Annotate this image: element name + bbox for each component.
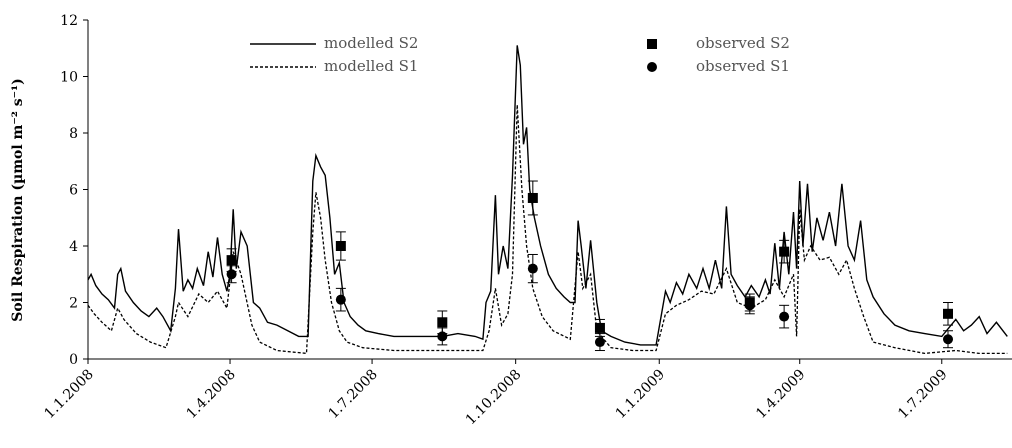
observed-circle-point <box>527 263 538 274</box>
y-axis-title: Soil Respiration (µmol m⁻² s⁻¹) <box>10 78 26 322</box>
x-tick-labels: 1.1.2008 1.4.2008 1.7.2008 1.10.2008 1.1.200… <box>41 367 950 429</box>
x-tick-label: 1.10.2008 <box>463 367 525 429</box>
y-tick-label: 12 <box>60 13 78 29</box>
observed-circle-point <box>335 294 346 305</box>
x-tick-label: 1.1.2008 <box>41 367 96 422</box>
observed-circle-point <box>226 269 237 280</box>
x-tick-label: 1.7.2008 <box>325 367 380 422</box>
x-tick-label: 1.1.2009 <box>613 367 668 422</box>
observed-square-point <box>437 317 448 328</box>
observed-circle-point <box>437 331 448 342</box>
observed-circle-point <box>943 334 954 345</box>
axes <box>83 19 1012 364</box>
observed-square-point <box>335 241 346 251</box>
plot-lines <box>87 45 1008 355</box>
series-line-2 <box>87 104 1008 355</box>
observed-square-point <box>226 255 237 266</box>
y-tick-label: 6 <box>69 183 78 199</box>
legend: modelled S2 modelled S1 observed S2 observe… <box>250 34 790 75</box>
legend-label: observed S1 <box>696 57 790 75</box>
x-tick-label: 1.4.2008 <box>183 367 238 422</box>
y-tick-label: 8 <box>69 126 78 142</box>
x-tick-label: 1.7.2009 <box>895 367 950 422</box>
series-line-1 <box>87 45 1008 346</box>
observed-circle-point <box>594 337 605 348</box>
legend-swatch-circle <box>647 62 657 72</box>
observed-square-point <box>527 192 538 203</box>
y-tick-label: 4 <box>69 239 78 255</box>
legend-label: modelled S2 <box>324 34 418 52</box>
y-tick-label: 10 <box>60 70 78 86</box>
observed-circle-point <box>779 311 790 322</box>
observed-square-point <box>779 246 790 257</box>
legend-swatch-square <box>647 39 657 49</box>
legend-label: observed S2 <box>696 34 790 52</box>
plot-points <box>226 180 954 352</box>
observed-square-point <box>943 308 954 319</box>
y-tick-label: 0 <box>69 352 78 368</box>
observed-square-point <box>594 322 605 333</box>
legend-label: modelled S1 <box>324 57 418 75</box>
y-tick-labels: 0 2 4 6 8 10 12 <box>60 13 78 368</box>
y-tick-label: 2 <box>69 296 78 312</box>
x-tick-label: 1.4.2009 <box>753 367 808 422</box>
observed-circle-point <box>744 300 755 311</box>
